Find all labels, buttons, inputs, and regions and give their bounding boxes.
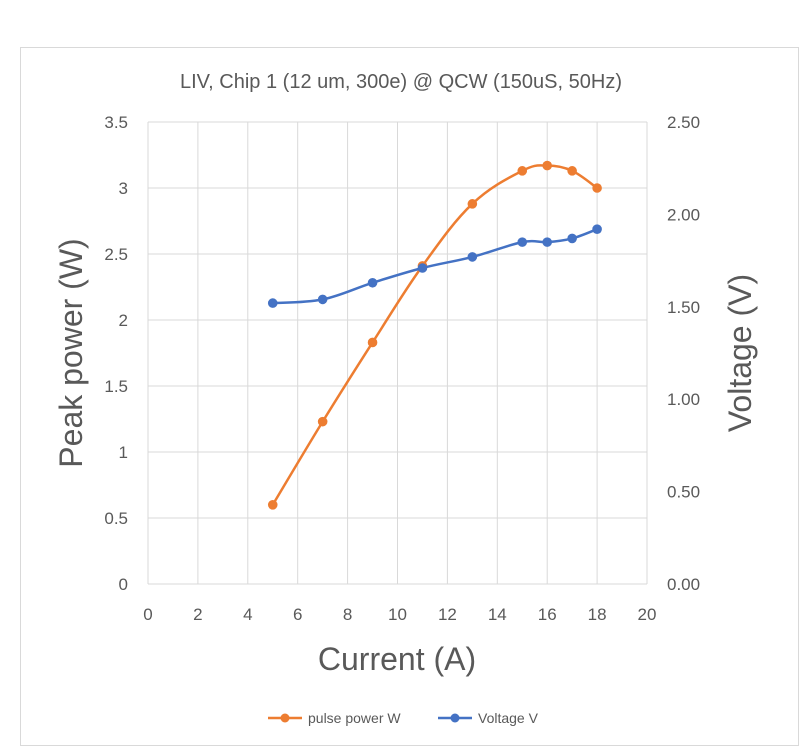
x-tick-label: 10 <box>388 605 407 624</box>
data-point-pulse-power <box>592 183 602 193</box>
data-point-pulse-power <box>517 166 528 176</box>
y-tick-label: 3.5 <box>104 113 128 132</box>
y-tick-label: 1.5 <box>104 377 128 396</box>
data-point-pulse-power <box>467 199 478 209</box>
data-point-pulse-power <box>317 416 328 427</box>
legend: pulse power W Voltage V <box>268 710 539 726</box>
legend-marker-voltage <box>450 713 460 723</box>
series-layer <box>267 160 602 510</box>
data-point-voltage <box>467 252 478 262</box>
data-point-voltage <box>517 237 528 247</box>
y-tick-label: 2 <box>119 311 128 330</box>
y2-tick-label: 2.00 <box>667 205 700 224</box>
y-tick-label: 2.5 <box>104 245 128 264</box>
y2-tick-label: 1.00 <box>667 390 700 409</box>
data-point-pulse-power <box>267 500 278 510</box>
data-point-voltage <box>542 237 552 247</box>
chart-title: LIV, Chip 1 (12 um, 300e) @ QCW (150uS, … <box>180 71 622 93</box>
x-tick-label: 16 <box>538 605 557 624</box>
x-tick-label: 18 <box>588 605 607 624</box>
data-point-pulse-power <box>542 160 552 171</box>
y2-tick-labels: 0.00 0.50 1.00 1.50 2.00 2.50 <box>667 113 700 594</box>
data-point-voltage <box>367 277 378 288</box>
y-tick-label: 3 <box>119 179 128 198</box>
data-point-voltage <box>317 294 328 305</box>
y2-tick-label: 0.00 <box>667 575 700 594</box>
data-point-voltage <box>417 263 428 273</box>
data-point-voltage <box>592 224 602 234</box>
y-axis-title: Peak power (W) <box>53 238 89 467</box>
x-tick-label: 8 <box>343 605 352 624</box>
data-point-pulse-power <box>567 166 577 176</box>
x-tick-label: 12 <box>438 605 457 624</box>
legend-label-pulse-power: pulse power W <box>308 710 401 726</box>
y2-tick-label: 0.50 <box>667 483 700 502</box>
grid-lines <box>147 121 648 585</box>
y2-tick-label: 2.50 <box>667 113 700 132</box>
x-axis-title: Current (A) <box>318 641 476 677</box>
data-point-voltage <box>267 298 278 308</box>
x-tick-label: 0 <box>143 605 152 624</box>
series-line-pulse-power <box>271 164 598 506</box>
x-tick-label: 2 <box>193 605 202 624</box>
data-point-pulse-power <box>367 337 378 348</box>
x-tick-label: 20 <box>638 605 657 624</box>
y-tick-label: 0.5 <box>104 509 128 528</box>
legend-marker-pulse-power <box>280 713 290 723</box>
x-tick-label: 14 <box>488 605 507 624</box>
chart-frame <box>20 47 799 746</box>
legend-label-voltage: Voltage V <box>478 710 539 726</box>
x-tick-labels: 0 2 4 6 8 10 12 14 16 18 20 <box>143 605 656 624</box>
y2-tick-label: 1.50 <box>667 298 700 317</box>
x-tick-label: 4 <box>243 605 252 624</box>
y2-axis-title: Voltage (V) <box>722 274 758 432</box>
y-tick-label: 1 <box>119 443 128 462</box>
x-tick-label: 6 <box>293 605 302 624</box>
y-tick-labels: 0 0.5 1 1.5 2 2.5 3 3.5 <box>104 113 128 594</box>
data-point-voltage <box>567 233 577 244</box>
y-tick-label: 0 <box>119 575 128 594</box>
